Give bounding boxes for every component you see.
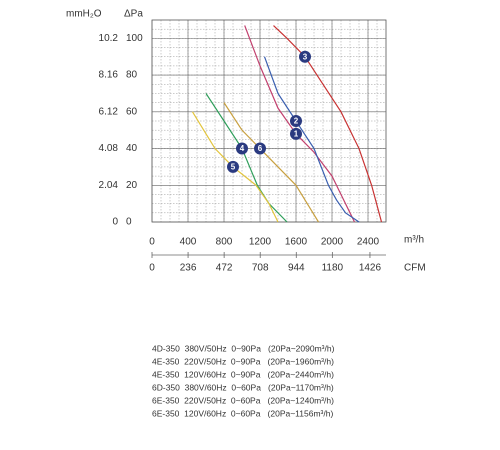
legend-entry: 4E-350 220V/50Hz 0~90Pa (20Pa~1960m³/h) bbox=[152, 356, 334, 366]
x-tick-label: 1600 bbox=[285, 237, 308, 248]
curve bbox=[191, 111, 279, 223]
x2-tick-label: 1180 bbox=[322, 263, 344, 274]
curve bbox=[223, 102, 320, 223]
curve bbox=[205, 93, 288, 223]
y2-tick-label: 4.08 bbox=[99, 143, 119, 154]
x2-tick-label: 236 bbox=[180, 263, 197, 274]
curve bbox=[263, 56, 360, 223]
x2-tick-label: 472 bbox=[216, 263, 233, 274]
x-tick-label: 2000 bbox=[321, 237, 344, 248]
y2-axis-title: mmH₂O bbox=[66, 9, 102, 20]
x2-tick-label: 1426 bbox=[359, 263, 382, 274]
curve-number: 3 bbox=[303, 52, 308, 61]
curve-number: 4 bbox=[240, 144, 245, 153]
curve bbox=[273, 25, 383, 223]
curve-number: 5 bbox=[231, 163, 236, 172]
y-tick-label: 100 bbox=[126, 33, 143, 44]
legend-entry: 6D-350 380V/60Hz 0~60Pa (20Pa~1170m³/h) bbox=[152, 382, 334, 392]
curve-number: 6 bbox=[258, 144, 263, 153]
y-tick-label: 20 bbox=[126, 180, 138, 191]
x2-axis-title: CFM bbox=[404, 263, 426, 274]
x-tick-label: 800 bbox=[216, 237, 233, 248]
legend-entry: 6E-350 120V/60Hz 0~60Pa (20Pa~1156m³/h) bbox=[152, 408, 333, 418]
x2-tick-label: 708 bbox=[252, 263, 269, 274]
y2-tick-label: 6.12 bbox=[99, 106, 119, 117]
x-tick-label: 2400 bbox=[357, 237, 380, 248]
y-tick-label: 40 bbox=[126, 143, 138, 154]
y2-tick-label: 2.04 bbox=[99, 180, 119, 191]
x-tick-label: 0 bbox=[149, 237, 155, 248]
x2-tick-label: 0 bbox=[149, 263, 155, 274]
curve-number: 2 bbox=[294, 117, 299, 126]
y2-tick-label: 0 bbox=[112, 217, 118, 228]
legend-entry: 4D-350 380V/50Hz 0~90Pa (20Pa~2090m³/h) bbox=[152, 343, 335, 353]
curve-badge bbox=[299, 50, 311, 63]
y-tick-label: 60 bbox=[126, 106, 138, 117]
x-tick-label: 400 bbox=[180, 237, 197, 248]
x2-tick-label: 944 bbox=[288, 263, 305, 274]
y-tick-label: 0 bbox=[126, 217, 132, 228]
x-axis-title: m³/h bbox=[404, 235, 424, 246]
curve-badge bbox=[227, 160, 239, 173]
y2-tick-label: 8.16 bbox=[99, 70, 119, 81]
curve-badge bbox=[236, 142, 248, 155]
x-tick-label: 1200 bbox=[249, 237, 272, 248]
curve bbox=[244, 25, 356, 223]
y-axis-title: ΔPa bbox=[124, 9, 143, 20]
curve-badge bbox=[290, 127, 302, 140]
curve-number: 1 bbox=[294, 129, 299, 138]
y2-tick-label: 10.2 bbox=[99, 33, 119, 44]
legend-entry: 4E-350 120V/60Hz 0~90Pa (20Pa~2440m³/h) bbox=[152, 369, 334, 379]
y-tick-label: 80 bbox=[126, 70, 138, 81]
curve-badge bbox=[254, 142, 266, 155]
curve-badge bbox=[290, 115, 302, 127]
legend-entry: 6E-350 220V/50Hz 0~60Pa (20Pa~1240m³/h) bbox=[152, 395, 334, 405]
